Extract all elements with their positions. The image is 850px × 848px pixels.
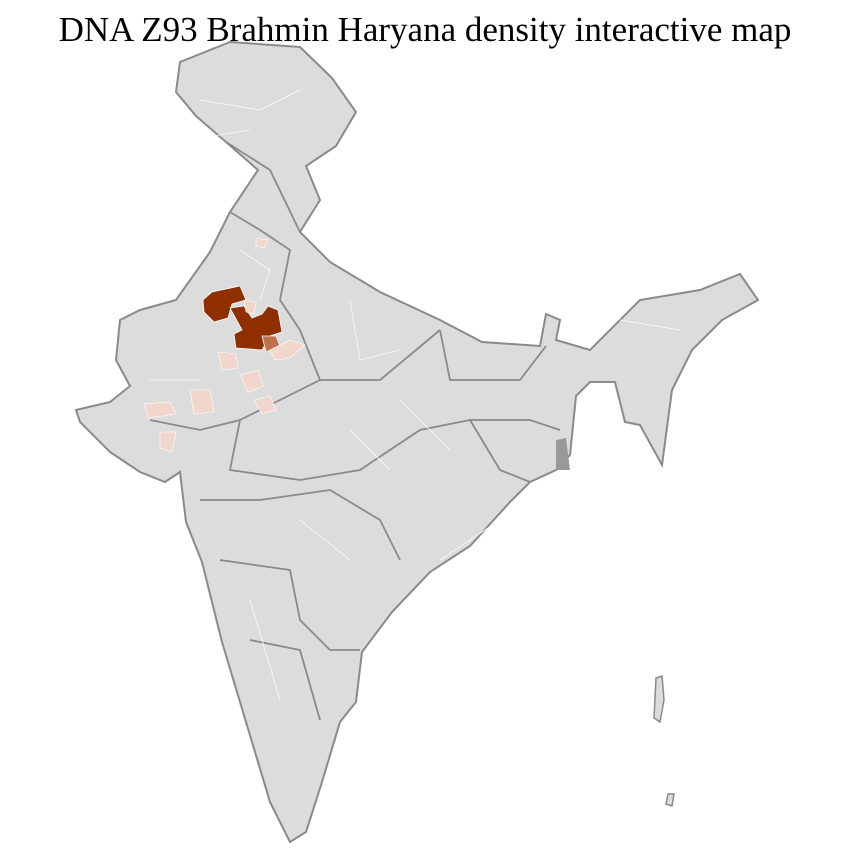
india-landmass[interactable]	[74, 40, 760, 844]
map-title: DNA Z93 Brahmin Haryana density interact…	[58, 10, 792, 49]
state-borders	[149, 141, 561, 721]
low-density-region	[143, 237, 306, 453]
sundarbans-region	[556, 438, 570, 470]
andaman-nicobar-islands[interactable]	[653, 674, 675, 807]
density-regions[interactable]	[143, 237, 306, 453]
high-density-region-central	[229, 305, 283, 351]
district-borders	[150, 89, 681, 701]
high-density-region-north	[202, 285, 247, 323]
